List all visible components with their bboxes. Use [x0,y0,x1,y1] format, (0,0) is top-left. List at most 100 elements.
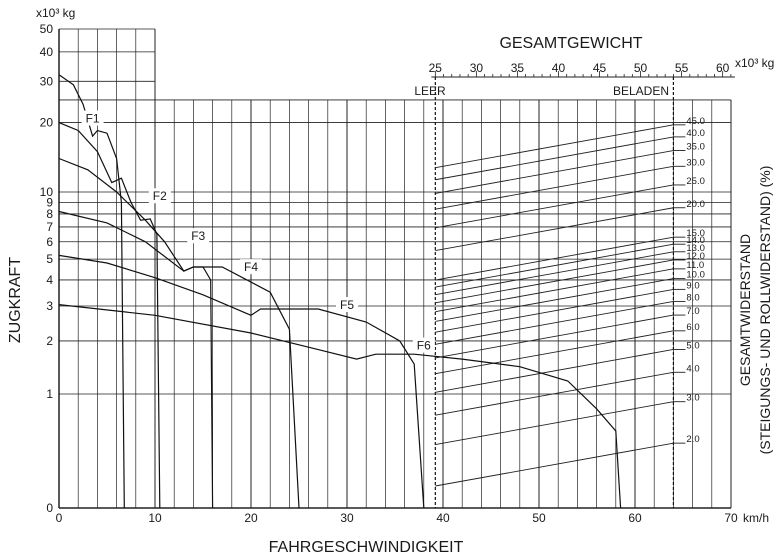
series-label-f1: F1 [86,112,100,126]
resistance-line [435,236,674,281]
resistance-label: 35.0 [686,142,705,153]
weight-tick-label: 35 [511,61,525,75]
y-tick-label: 40 [40,45,54,59]
series-label-f6: F6 [417,339,431,353]
weight-axis-unit: x10³ kg [735,56,774,70]
resistance-line [435,259,674,304]
resistance-line [435,300,674,345]
resistance-line [435,136,674,181]
y-tick-label: 3 [46,299,53,313]
weight-axis: 25 30 35 40 45 50 55 60 [429,61,735,508]
series-label-bg [240,259,262,275]
series-label-bg [187,228,210,244]
x-axis-title: FAHRGESCHWINDIGKEIT [269,539,464,556]
resistance-label: 30.0 [686,157,705,168]
y-tick-label: 2 [46,334,53,348]
y-tick-label: 8 [46,207,53,221]
resistance-label: 7.0 [686,306,699,317]
x-tick-label: 0 [56,511,63,525]
y-tick-label: 1 [46,387,53,401]
x-tick-label: 50 [532,511,546,525]
series-line-f2 [58,122,161,509]
weight-tick-label: 60 [716,61,730,75]
x-tick-label: 40 [436,511,450,525]
x-unit-label: km/h [743,511,769,525]
y-tick-label: 9 [46,195,53,209]
series-label-bg [81,110,104,126]
y-tick-label: 50 [40,22,54,36]
y-tick-label: 5 [46,252,53,266]
resistance-label: 12.0 [686,251,705,262]
x-tick-label: 60 [628,511,642,525]
series-label-bg [412,337,435,353]
resistance-label: 10.0 [686,270,705,281]
resistance-line [435,243,674,288]
y-tick-label: 7 [46,220,53,234]
resistance-line [435,150,674,194]
resistance-line [435,288,674,333]
series-label-f5: F5 [340,298,354,312]
y-tick-label: 6 [46,235,53,249]
x-tick-label: 20 [244,511,258,525]
resistance-line [435,349,674,393]
weight-tick-label: 55 [675,61,689,75]
resistance-label: 20.0 [686,199,705,210]
y-tick-label: 0 [46,501,53,515]
y-axis-title: ZUGKRAFT [7,257,24,343]
x-tick-label: 70 [724,511,738,525]
series-line-f6 [58,304,622,509]
series-label-bg [148,188,171,204]
resistance-title-2: (STEIGUNGS- UND ROLLWIDERSTAND) (%) [757,166,773,455]
resistance-line [435,251,674,296]
resistance-label: 14.0 [686,235,705,246]
resistance-label: 6.0 [686,322,699,333]
y-tick-label: 30 [40,74,54,88]
weight-tick-label: 50 [634,61,648,75]
weight-tick-label: 30 [470,61,484,75]
series-line-f1 [58,74,125,509]
y-tick-label: 10 [40,185,54,199]
resistance-label: 5.0 [686,340,699,351]
y-tick-label: 4 [46,273,53,287]
resistance-label: 45.0 [686,116,705,127]
series-line-f5 [58,254,425,509]
resistance-label: 8.0 [686,292,699,303]
resistance-lines: 2.0 3.0 4.0 5.0 6.0 7.0 8.09.010.011.012.013.0… [435,116,705,487]
resistance-line [435,371,674,416]
resistance-line [435,278,674,322]
resistance-label: 9.0 [686,280,699,291]
resistance-label: 15.0 [686,228,705,239]
resistance-label: 4.0 [686,363,699,374]
weight-tick-label: 25 [429,61,443,75]
resistance-label: 13.0 [686,243,705,254]
series-label-f4: F4 [244,260,258,274]
x-tick-label: 10 [148,511,162,525]
empty-label: LEER [414,84,446,98]
loaded-label: BELADEN [613,84,669,98]
weight-tick-label: 40 [552,61,566,75]
y-tick-label: 20 [40,116,54,130]
series-label-f3: F3 [191,229,205,243]
resistance-label: 11.0 [686,260,704,271]
resistance-line [435,442,674,487]
series-label-f2: F2 [153,189,167,203]
resistance-label: 3.0 [686,393,699,404]
grid [58,28,732,509]
resistance-label: 25.0 [686,176,705,187]
resistance-line [435,165,674,210]
resistance-label: 2.0 [686,434,699,445]
resistance-line [435,314,674,359]
series-line-f3 [58,157,214,509]
resistance-line [435,268,674,313]
weight-tick-label: 45 [593,61,607,75]
resistance-line [435,124,674,169]
resistance-line [435,184,674,229]
series-group: F1 F2 F3 F4 F5 F6 [58,74,622,509]
weight-axis-title: GESAMTGEWICHT [499,35,642,52]
series-line-f4 [58,210,300,509]
resistance-line [435,401,674,445]
resistance-label: 40.0 [686,128,705,139]
resistance-title-1: GESAMTWIDERSTAND [737,234,753,386]
